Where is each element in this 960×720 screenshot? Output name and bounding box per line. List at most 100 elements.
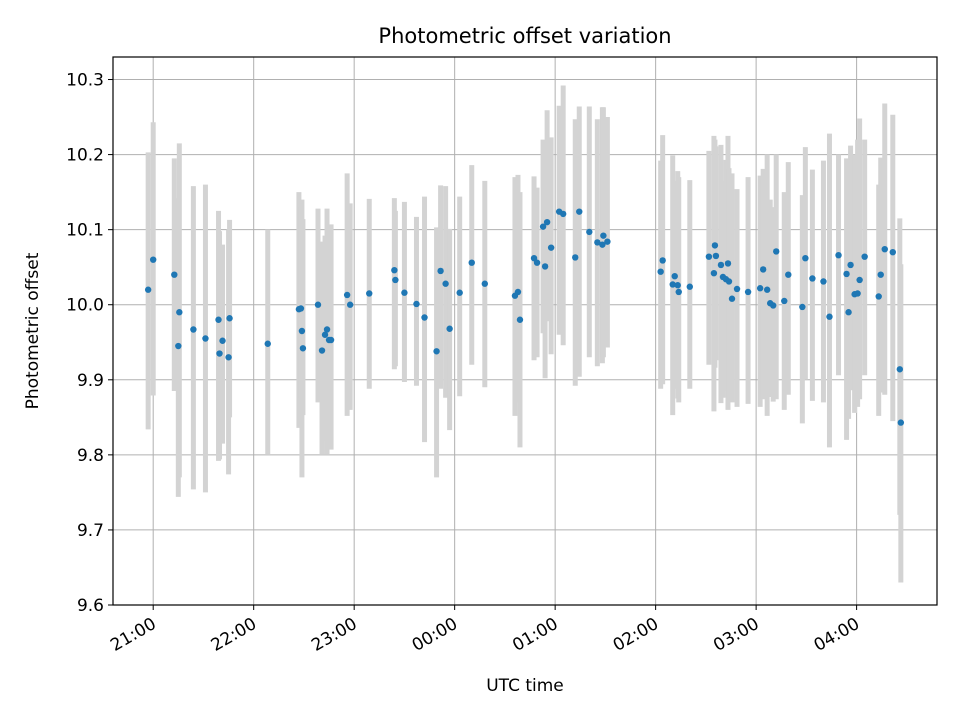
data-point — [881, 245, 888, 253]
data-point — [314, 301, 322, 308]
data-point — [826, 313, 833, 320]
data-point — [543, 218, 551, 226]
data-point — [710, 269, 718, 277]
data-point — [516, 316, 524, 323]
data-point — [845, 309, 852, 316]
y-tick: 9.9 — [77, 371, 113, 391]
y-tick-label: 10.1 — [66, 221, 104, 241]
data-point — [728, 295, 736, 302]
data-points — [144, 208, 905, 426]
data-point — [514, 288, 522, 296]
y-tick-label: 9.6 — [77, 596, 104, 616]
data-point — [711, 242, 719, 249]
data-point — [717, 261, 725, 269]
data-point — [802, 254, 809, 262]
data-point — [671, 273, 678, 280]
data-point — [547, 244, 555, 251]
data-point — [327, 336, 335, 344]
data-point — [468, 259, 475, 266]
data-point — [297, 305, 305, 312]
data-point — [433, 348, 440, 355]
data-point — [604, 238, 611, 245]
y-tick-label: 9.7 — [77, 521, 104, 541]
y-tick: 9.8 — [77, 446, 113, 466]
y-tick: 10.1 — [66, 221, 113, 241]
data-point — [481, 280, 489, 287]
data-point — [144, 286, 152, 293]
data-point — [594, 239, 601, 246]
data-point — [216, 350, 223, 357]
y-tick: 10.0 — [66, 296, 113, 316]
data-point — [674, 282, 681, 289]
y-tick: 9.6 — [77, 596, 113, 616]
data-point — [456, 289, 463, 296]
data-point — [843, 270, 850, 278]
data-point — [176, 309, 183, 316]
data-point — [897, 419, 905, 426]
data-point — [686, 283, 693, 290]
data-point — [733, 285, 741, 293]
data-point — [346, 301, 354, 308]
data-point — [856, 276, 863, 284]
data-point — [835, 251, 842, 259]
data-point — [323, 326, 331, 333]
data-point — [421, 314, 428, 321]
data-point — [744, 288, 752, 296]
y-axis-ticks: 9.6 9.7 9.8 9.9 10.0 10.1 10.2 10.3 — [66, 71, 113, 616]
data-point — [559, 210, 567, 218]
data-point — [586, 228, 593, 236]
data-point — [442, 280, 449, 287]
data-point — [225, 354, 232, 361]
y-tick: 10.3 — [66, 71, 113, 91]
data-point — [877, 271, 884, 278]
data-point — [299, 345, 307, 352]
x-axis-label: UTC time — [486, 676, 564, 696]
data-point — [781, 297, 788, 305]
data-point — [202, 335, 209, 342]
data-point — [785, 271, 792, 278]
chart-title: Photometric offset variation — [378, 24, 671, 48]
data-point — [401, 289, 408, 296]
data-point — [149, 256, 157, 263]
data-point — [669, 281, 676, 288]
data-point — [675, 288, 682, 296]
data-point — [190, 326, 197, 333]
data-point — [318, 347, 326, 354]
data-point — [759, 266, 767, 273]
y-tick: 10.2 — [66, 146, 113, 166]
data-point — [175, 342, 182, 350]
y-tick-label: 10.0 — [66, 296, 104, 316]
data-point — [820, 278, 827, 285]
data-point — [724, 260, 732, 267]
y-tick-label: 10.2 — [66, 146, 104, 166]
data-point — [799, 303, 806, 311]
data-point — [861, 253, 868, 260]
data-point — [576, 208, 583, 215]
data-point — [298, 327, 306, 335]
data-point — [847, 261, 854, 269]
data-point — [572, 254, 579, 261]
data-point — [264, 340, 271, 347]
data-point — [763, 286, 771, 293]
data-point — [533, 259, 541, 266]
data-point — [773, 248, 780, 255]
data-point — [446, 325, 453, 332]
data-point — [539, 223, 547, 230]
data-point — [599, 241, 606, 248]
data-point — [366, 290, 373, 297]
data-point — [756, 285, 764, 292]
data-point — [705, 253, 713, 260]
data-point — [171, 271, 178, 278]
data-point — [219, 337, 226, 344]
data-point — [712, 252, 720, 260]
data-point — [215, 316, 222, 323]
grid-lines — [113, 57, 937, 606]
data-point — [889, 248, 896, 256]
data-point — [600, 232, 607, 239]
data-point — [854, 290, 861, 297]
data-point — [392, 276, 399, 284]
data-point — [725, 278, 733, 285]
data-point — [875, 293, 882, 300]
